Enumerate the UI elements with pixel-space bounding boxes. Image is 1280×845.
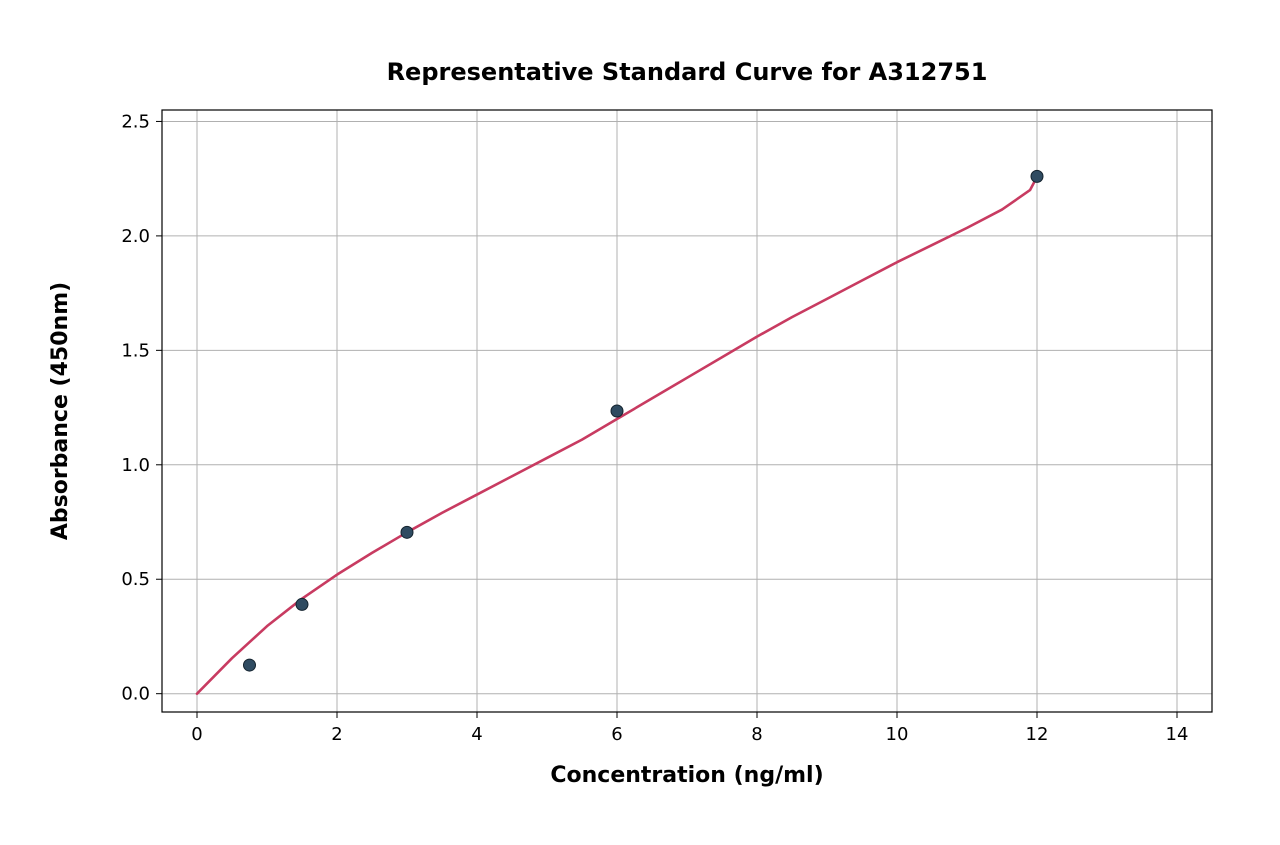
- data-point: [611, 405, 623, 417]
- chart-container: 0 2 4 6 8 10 12 14 0.0 0.5 1.0 1.5 2.0 2.5 Concentrati…: [0, 0, 1280, 845]
- x-tick-label: 0: [191, 724, 202, 745]
- x-tick-label: 6: [611, 724, 622, 745]
- y-axis-label: Absorbance (450nm): [48, 282, 73, 540]
- x-tick-label: 12: [1026, 724, 1049, 745]
- y-tick-label: 1.0: [121, 455, 150, 476]
- y-tick-label: 0.5: [121, 569, 150, 590]
- data-point: [1031, 170, 1043, 182]
- y-tick-label: 1.5: [121, 340, 150, 361]
- y-tick-label: 2.0: [121, 226, 150, 247]
- standard-curve-chart: 0 2 4 6 8 10 12 14 0.0 0.5 1.0 1.5 2.0 2.5 Concentrati…: [0, 0, 1280, 845]
- x-tick-label: 4: [471, 724, 482, 745]
- data-point: [296, 598, 308, 610]
- data-point: [244, 659, 256, 671]
- chart-title: Representative Standard Curve for A31275…: [387, 58, 988, 86]
- x-tick-label: 2: [331, 724, 342, 745]
- plot-area: [162, 110, 1212, 712]
- x-tick-label: 14: [1166, 724, 1189, 745]
- x-axis-label: Concentration (ng/ml): [550, 763, 823, 788]
- x-tick-label: 10: [886, 724, 909, 745]
- y-tick-label: 0.0: [121, 684, 150, 705]
- x-tick-label: 8: [751, 724, 762, 745]
- y-tick-label: 2.5: [121, 111, 150, 132]
- data-point: [401, 526, 413, 538]
